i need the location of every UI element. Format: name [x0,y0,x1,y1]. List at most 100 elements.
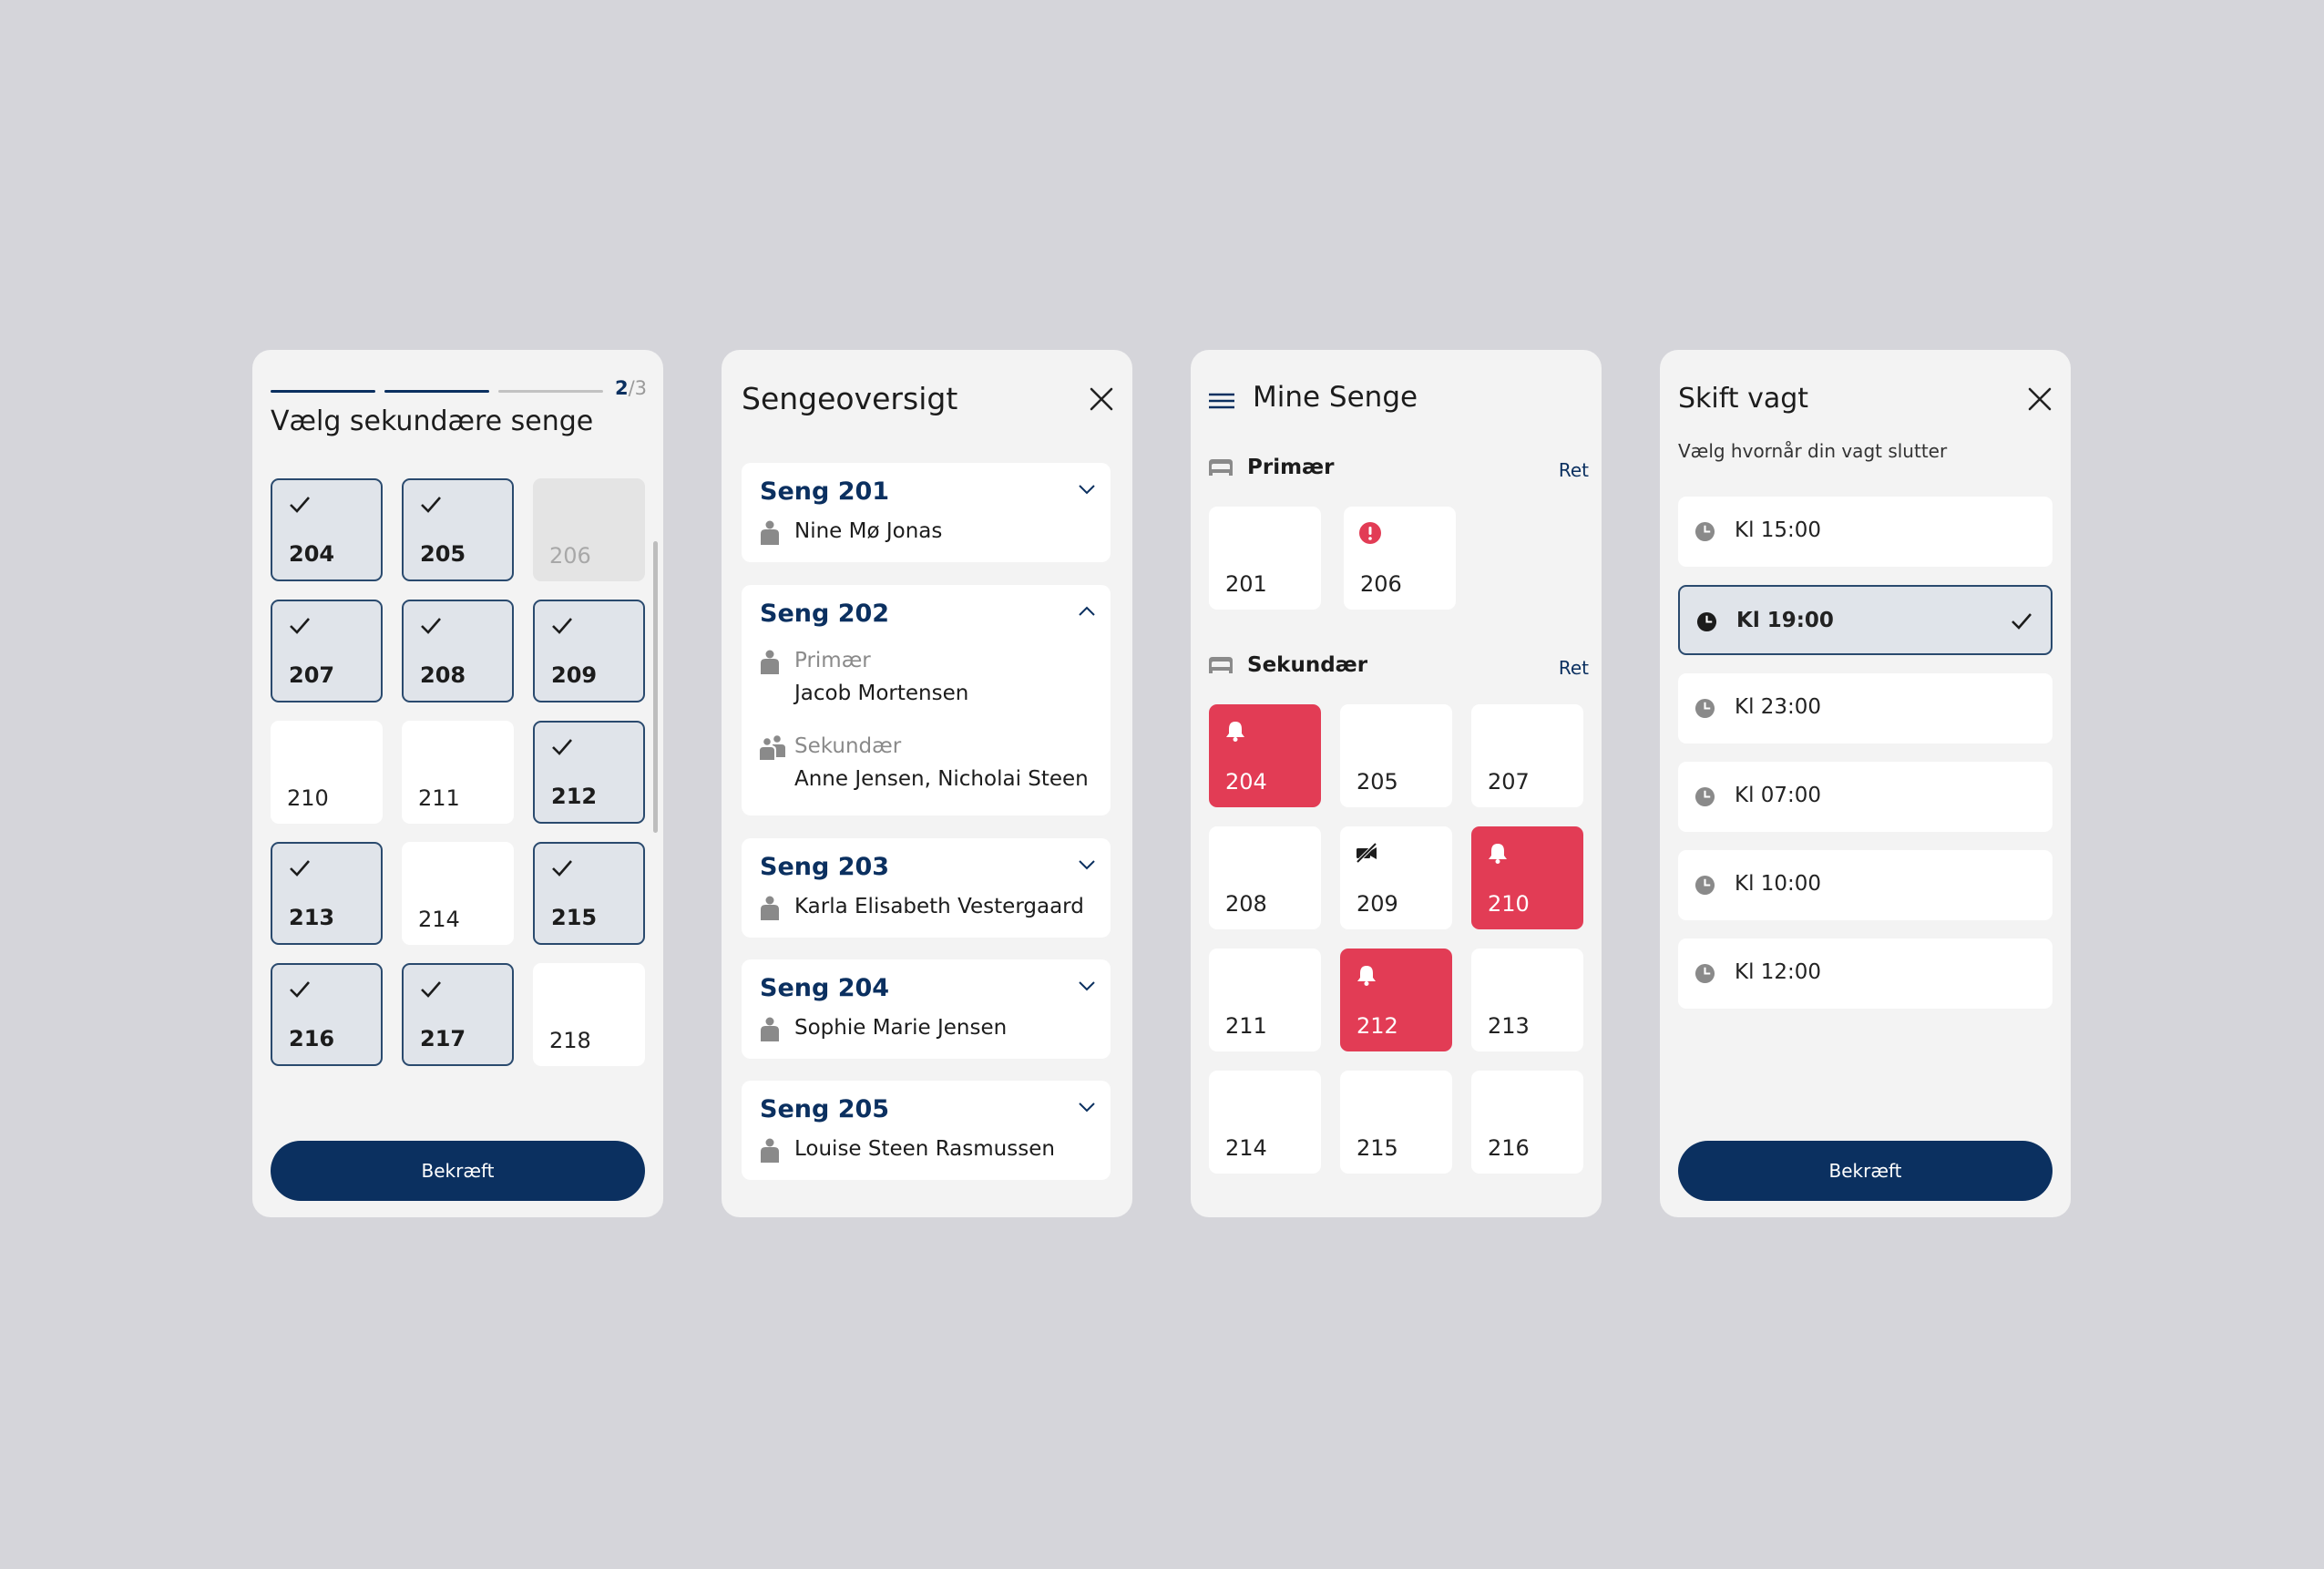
shift-option[interactable]: Kl 19:00 [1678,585,2053,655]
chevron-down-icon[interactable] [1078,483,1096,496]
shift-option[interactable]: Kl 12:00 [1678,938,2053,1009]
check-icon [2011,611,2032,631]
bed-tile[interactable]: 210 [271,721,383,824]
secondary-bed-tile[interactable]: 215 [1340,1071,1452,1174]
check-icon [420,616,442,636]
scrollbar[interactable] [653,541,658,833]
shift-option[interactable]: Kl 10:00 [1678,850,2053,920]
secondary-bed-tile[interactable]: 214 [1209,1071,1321,1174]
bed-number: 204 [289,541,335,567]
bed-card-title: Seng 204 [760,974,890,1002]
confirm-button[interactable]: Bekræft [271,1141,645,1201]
bed-number: 213 [1488,1013,1530,1039]
bed-number: 211 [1225,1013,1267,1039]
bed-tile[interactable]: 218 [533,963,645,1066]
bed-tile[interactable]: 209 [533,600,645,702]
secondary-bed-tile[interactable]: 207 [1471,704,1583,807]
primary-bed-tile[interactable]: 201 [1209,507,1321,610]
shift-option-label: Kl 23:00 [1735,695,1822,719]
clock-icon [1694,698,1715,719]
secondary-bed-tile[interactable]: 213 [1471,949,1583,1051]
primary-name: Jacob Mortensen [794,682,969,705]
secondary-bed-tile[interactable]: 212 [1340,949,1452,1051]
bed-tile[interactable]: 207 [271,600,383,702]
edit-primary-link[interactable]: Ret [1558,459,1589,481]
check-icon [551,858,573,878]
bed-tile[interactable]: 213 [271,842,383,945]
bed-number: 218 [549,1028,591,1053]
bed-number: 205 [420,541,466,567]
edit-secondary-link[interactable]: Ret [1558,657,1589,679]
page-title: Vælg sekundære senge [271,405,594,437]
secondary-bed-tile[interactable]: 209 [1340,826,1452,929]
patient-name: Karla Elisabeth Vestergaard [794,895,1084,918]
chevron-down-icon[interactable] [1078,979,1096,992]
secondary-names: Anne Jensen, Nicholai Steen [794,767,1089,791]
bed-card-title: Seng 202 [760,600,890,628]
bed-number: 201 [1225,571,1267,597]
check-icon [420,495,442,515]
menu-icon[interactable] [1209,393,1234,409]
bed-number: 214 [418,907,460,932]
bed-tile[interactable]: 208 [402,600,514,702]
person-icon [761,650,779,674]
check-icon [289,616,311,636]
page-title: Mine Senge [1253,381,1418,414]
patient-name: Nine Mø Jonas [794,519,943,543]
clock-icon [1694,521,1715,542]
secondary-bed-tile[interactable]: 211 [1209,949,1321,1051]
bed-number: 216 [289,1026,335,1051]
check-icon [289,495,311,515]
clock-icon [1694,963,1715,984]
bell-icon [1223,719,1247,743]
secondary-bed-tile[interactable]: 204 [1209,704,1321,807]
secondary-bed-tile[interactable]: 216 [1471,1071,1583,1174]
progress-segment-2 [384,390,489,393]
bed-number: 207 [1488,769,1530,795]
people-icon [760,735,785,760]
secondary-bed-tile[interactable]: 210 [1471,826,1583,929]
bed-tile[interactable]: 215 [533,842,645,945]
shift-option[interactable]: Kl 07:00 [1678,762,2053,832]
bed-number: 208 [420,662,466,688]
chevron-down-icon[interactable] [1078,1101,1096,1113]
bed-number: 215 [1357,1135,1398,1161]
bell-icon [1355,963,1378,987]
chevron-down-icon[interactable] [1078,858,1096,871]
bed-number: 216 [1488,1135,1530,1161]
person-icon [761,520,779,545]
bed-card-expanded[interactable]: Seng 202 Primær Jacob Mortensen Sekundær… [742,585,1111,815]
confirm-button[interactable]: Bekræft [1678,1141,2053,1201]
person-icon [761,896,779,920]
progress-segment-3 [498,390,603,393]
shift-option[interactable]: Kl 23:00 [1678,673,2053,743]
bed-number: 209 [551,662,598,688]
check-icon [289,858,311,878]
bed-card[interactable]: Seng 201 Nine Mø Jonas [742,463,1111,562]
bed-number: 217 [420,1026,466,1051]
bed-tile[interactable]: 204 [271,478,383,581]
bed-card-title: Seng 201 [760,477,890,506]
patient-name: Louise Steen Rasmussen [794,1137,1055,1161]
bed-tile[interactable]: 205 [402,478,514,581]
primary-bed-tile[interactable]: 206 [1344,507,1456,610]
check-icon [551,616,573,636]
bed-card[interactable]: Seng 205 Louise Steen Rasmussen [742,1081,1111,1180]
bed-tile[interactable]: 217 [402,963,514,1066]
step-progress: 2/3 [271,370,647,399]
close-icon[interactable] [1089,386,1114,412]
secondary-bed-tile[interactable]: 205 [1340,704,1452,807]
chevron-up-icon[interactable] [1078,605,1096,618]
bed-tile[interactable]: 214 [402,842,514,945]
my-beds-panel: Mine Senge Primær Ret 201 206 Sekundær Re… [1191,350,1602,1217]
bed-tile[interactable]: 211 [402,721,514,824]
secondary-label: Sekundær [794,734,902,758]
bed-card[interactable]: Seng 203 Karla Elisabeth Vestergaard [742,838,1111,938]
bed-card[interactable]: Seng 204 Sophie Marie Jensen [742,959,1111,1059]
bed-tile[interactable]: 212 [533,721,645,824]
bed-tile[interactable]: 216 [271,963,383,1066]
secondary-bed-tile[interactable]: 208 [1209,826,1321,929]
shift-option-label: Kl 15:00 [1735,518,1822,542]
shift-option[interactable]: Kl 15:00 [1678,497,2053,567]
close-icon[interactable] [2027,386,2053,412]
